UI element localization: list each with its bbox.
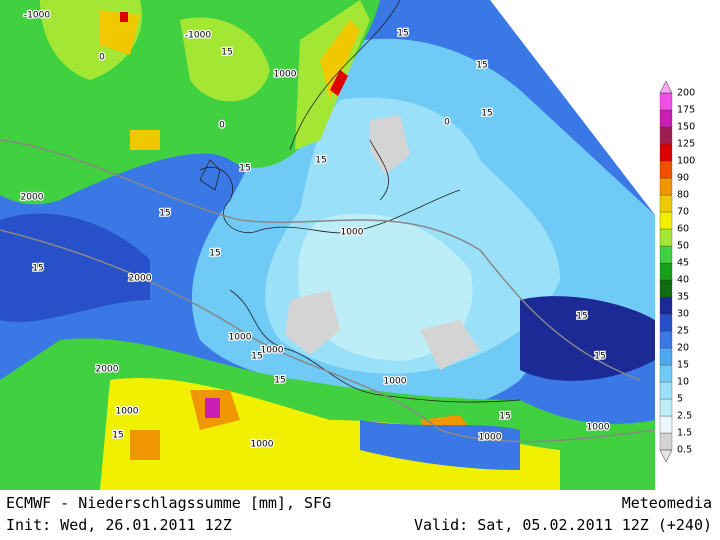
contour-label: 15 <box>315 156 326 166</box>
legend-swatch <box>659 109 673 128</box>
contour-label: -1000 <box>185 31 211 41</box>
footer-brand: Meteomedia <box>621 494 712 512</box>
contour-label: 15 <box>32 264 43 274</box>
contour-label: 2000 <box>96 365 119 375</box>
contour-label: 15 <box>576 312 587 322</box>
footer-valid: Valid: Sat, 05.02.2011 12Z (+240) <box>413 516 712 534</box>
legend-label: 125 <box>677 139 695 150</box>
legend-swatch <box>659 126 673 145</box>
legend-label: 80 <box>677 190 689 201</box>
legend-swatch <box>659 160 673 179</box>
legend-label: 70 <box>677 207 689 218</box>
footer-title: ECMWF - Niederschlagssumme [mm], SFG <box>6 494 332 512</box>
color-legend: 0.5 1.5 2.5 5 10 15 20 25 30 35 40 45 50 60 70 80 90 100 1… <box>659 80 695 463</box>
legend-label: 45 <box>677 258 689 269</box>
legend-swatch <box>659 194 673 213</box>
legend-swatch <box>659 262 673 281</box>
contour-label: 2000 <box>21 193 44 203</box>
legend-swatch <box>659 347 673 366</box>
legend-under <box>659 449 673 463</box>
contour-label: 15 <box>397 29 408 39</box>
legend-label: 10 <box>677 377 689 388</box>
contour-label: 15 <box>239 164 250 174</box>
footer-init: Init: Wed, 26.01.2011 12Z <box>6 516 232 534</box>
legend-label: 5 <box>677 394 683 405</box>
legend-label: 150 <box>677 122 695 133</box>
precip-field <box>0 0 655 490</box>
legend-swatch <box>659 228 673 247</box>
contour-label: 1000 <box>341 228 364 238</box>
legend-label: 60 <box>677 224 689 235</box>
contour-label: 1000 <box>384 377 407 387</box>
legend-swatch <box>659 296 673 315</box>
contour-label: 1000 <box>229 333 252 343</box>
legend-label: 25 <box>677 326 689 337</box>
legend-label: 175 <box>677 105 695 116</box>
contour-label: -1000 <box>24 11 50 21</box>
legend-label: 40 <box>677 275 689 286</box>
contour-label: 1000 <box>251 440 274 450</box>
contour-label: 1000 <box>587 423 610 433</box>
legend-label: 15 <box>677 360 689 371</box>
contour-label: 0 <box>99 53 105 63</box>
contour-label: 15 <box>159 209 170 219</box>
contour-label: 15 <box>221 48 232 58</box>
legend-swatch <box>659 177 673 196</box>
legend-label: 90 <box>677 173 689 184</box>
legend-label: 35 <box>677 292 689 303</box>
contour-label: 1000 <box>274 70 297 80</box>
contour-label: 15 <box>481 109 492 119</box>
legend-swatch <box>659 92 673 111</box>
legend-swatch <box>659 381 673 400</box>
legend-swatch <box>659 313 673 332</box>
legend-label: 1.5 <box>677 428 692 439</box>
legend-label: 20 <box>677 343 689 354</box>
contour-label: 15 <box>251 352 262 362</box>
contour-label: 15 <box>499 412 510 422</box>
legend-label: 0.5 <box>677 445 692 456</box>
contour-label: 1000 <box>479 433 502 443</box>
legend-swatch <box>659 415 673 434</box>
contour-label: 15 <box>594 352 605 362</box>
legend-swatch <box>659 279 673 298</box>
contour-label: 1000 <box>261 346 284 356</box>
legend-label: 200 <box>677 88 695 99</box>
legend-swatch <box>659 245 673 264</box>
legend-swatch <box>659 398 673 417</box>
contour-label: 2000 <box>129 274 152 284</box>
contour-label: 15 <box>112 431 123 441</box>
legend-label: 30 <box>677 309 689 320</box>
contour-label: 0 <box>219 121 225 131</box>
legend-swatch <box>659 211 673 230</box>
legend-label: 50 <box>677 241 689 252</box>
legend-swatch <box>659 143 673 162</box>
legend-label: 100 <box>677 156 695 167</box>
legend-swatch <box>659 330 673 349</box>
legend-swatch <box>659 364 673 383</box>
contour-label: 15 <box>209 249 220 259</box>
contour-label: 1000 <box>116 407 139 417</box>
contour-label: 0 <box>444 118 450 128</box>
contour-label: 15 <box>476 61 487 71</box>
legend-swatch <box>659 432 673 451</box>
contour-label: 15 <box>274 376 285 386</box>
legend-over <box>659 80 673 94</box>
legend-label: 2.5 <box>677 411 692 422</box>
